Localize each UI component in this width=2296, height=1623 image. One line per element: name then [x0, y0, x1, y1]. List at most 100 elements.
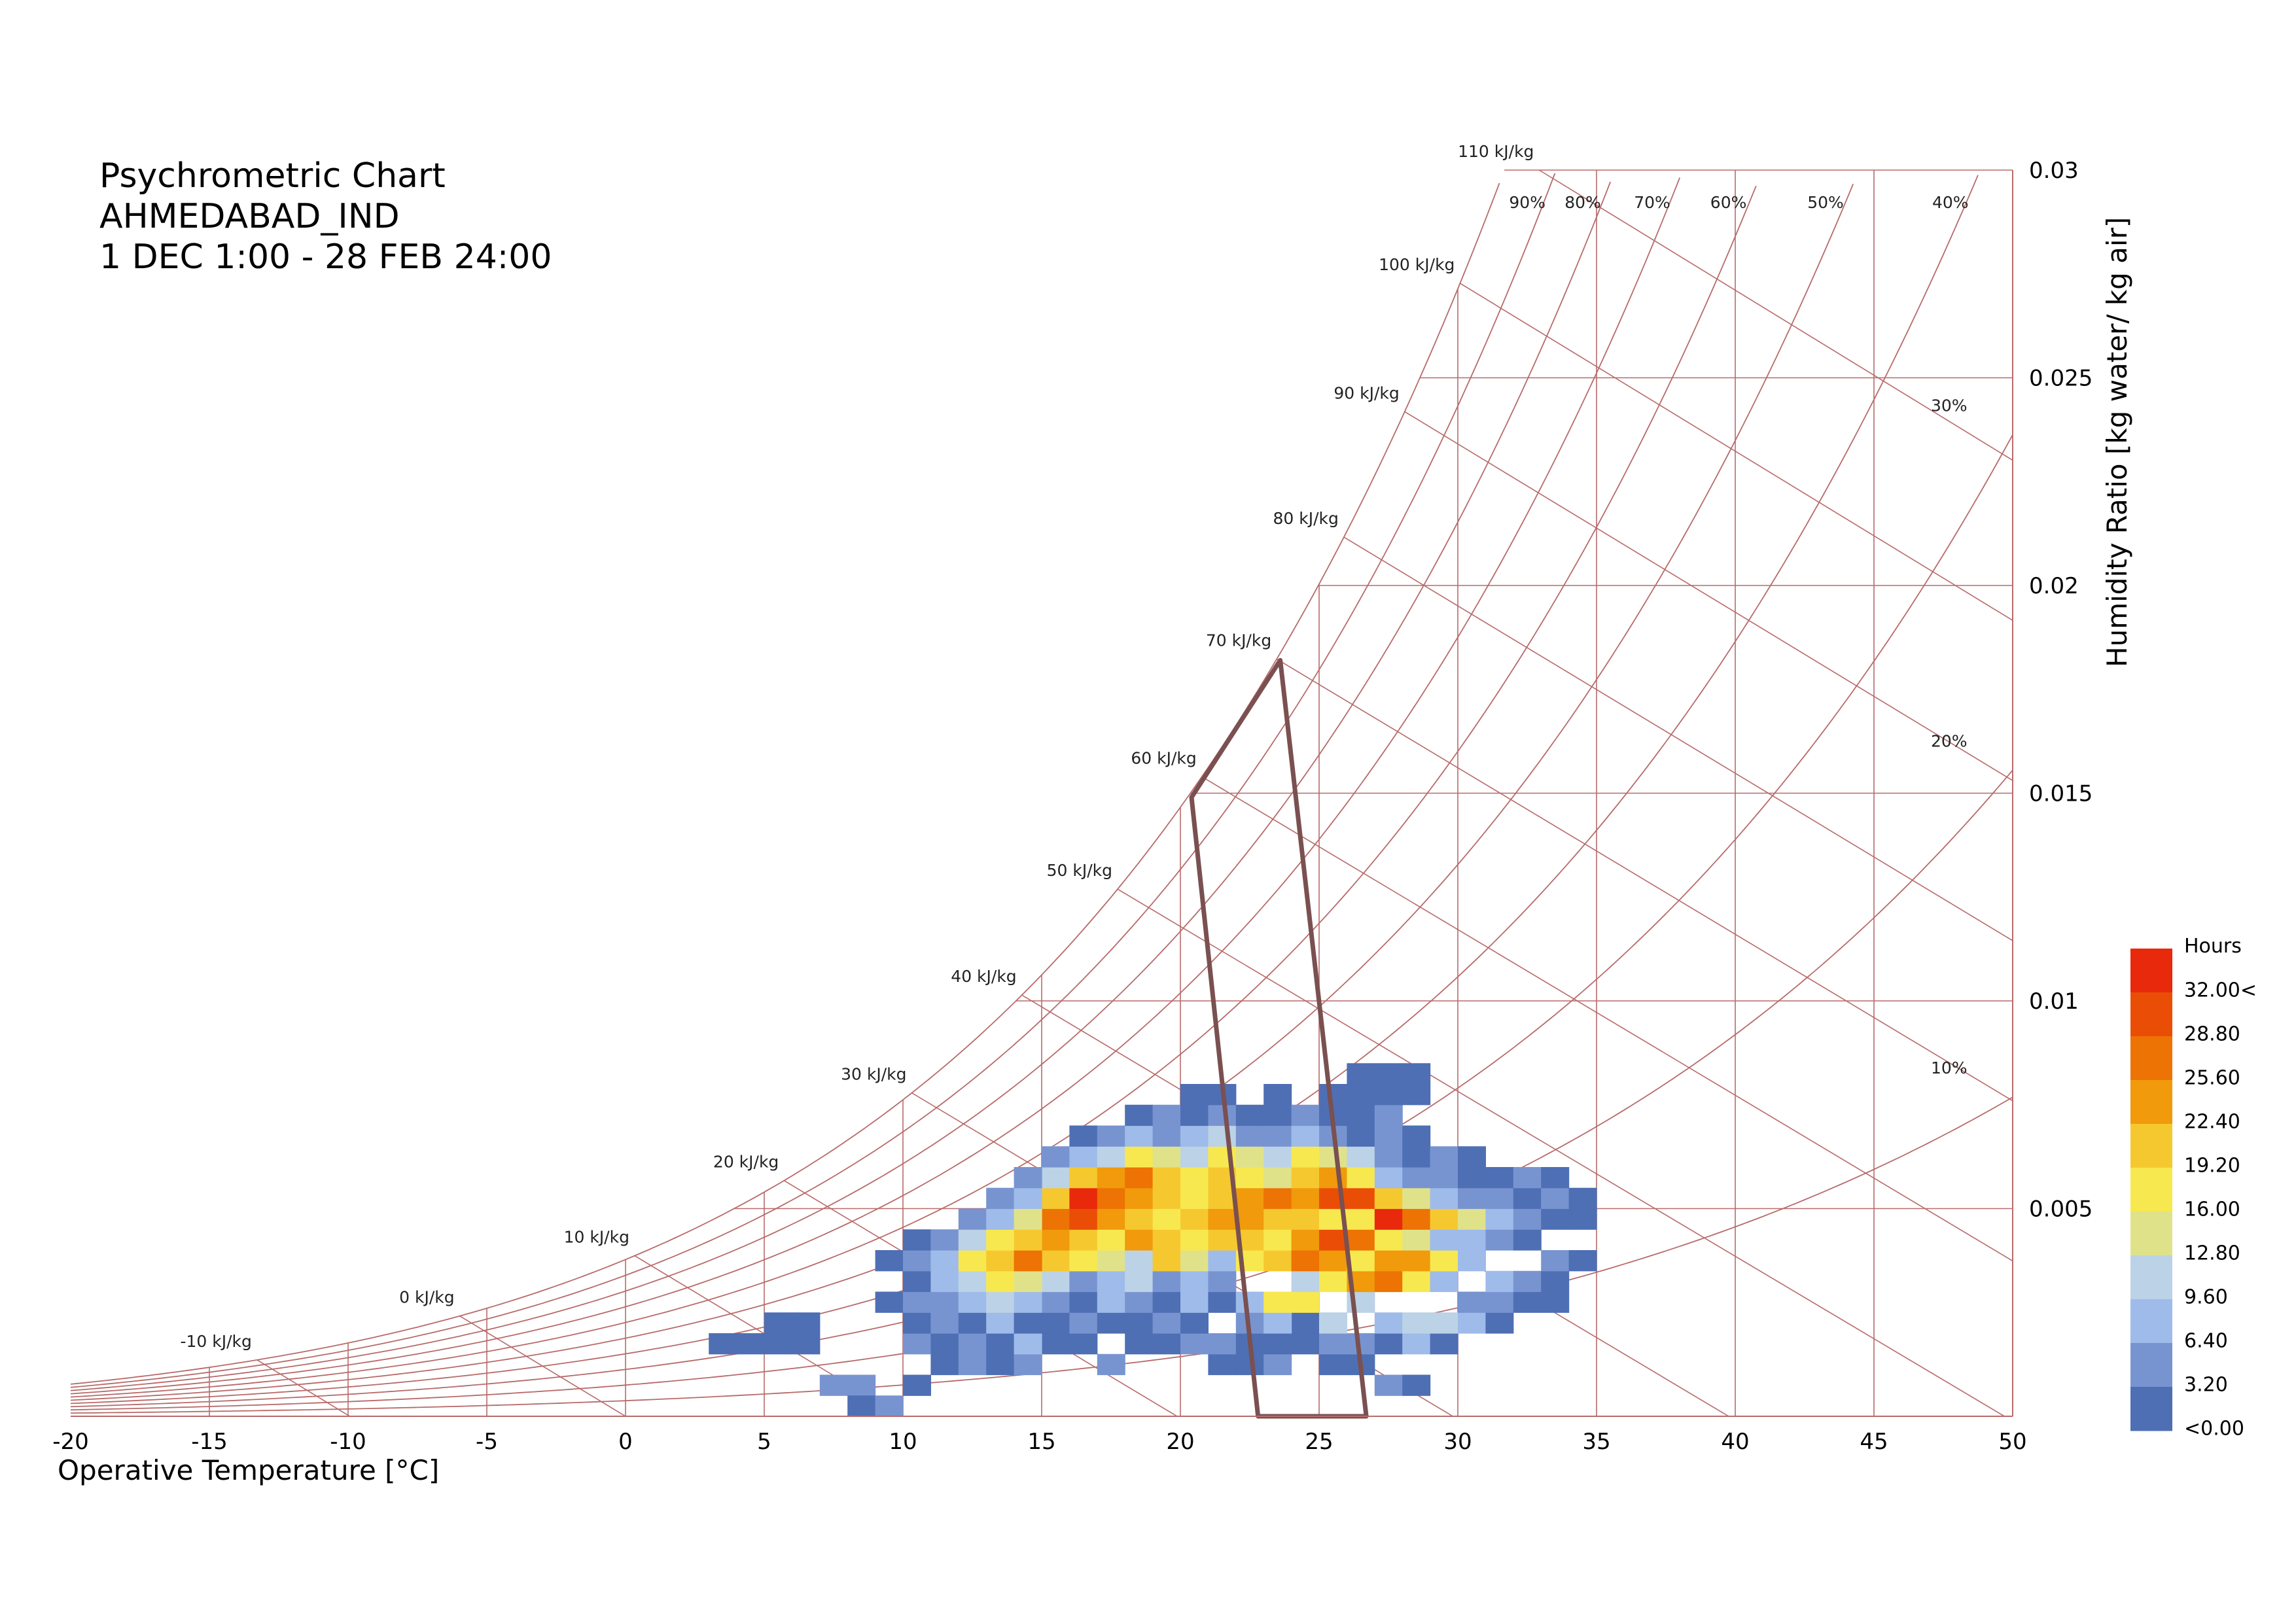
heatmap-cell — [1430, 1250, 1458, 1272]
heatmap-cell — [792, 1312, 821, 1334]
heatmap-cell — [1374, 1270, 1403, 1293]
heatmap-cell — [1235, 1167, 1264, 1189]
heatmap-cell — [986, 1291, 1015, 1313]
heatmap-cell — [1485, 1229, 1514, 1251]
heatmap-cell — [1485, 1208, 1514, 1230]
legend-label: 16.00 — [2184, 1198, 2240, 1221]
heatmap-cell — [1125, 1312, 1154, 1334]
rh-curve — [70, 185, 1757, 1398]
enthalpy-label: 100 kJ/kg — [1379, 255, 1455, 274]
heatmap-cell — [1291, 1333, 1320, 1355]
enthalpy-label: 60 kJ/kg — [1131, 748, 1196, 767]
rh-curve-label: 90% — [1509, 193, 1545, 212]
legend-swatch — [2130, 1080, 2172, 1125]
heatmap-cell — [1069, 1167, 1098, 1189]
heatmap-cell — [1069, 1270, 1098, 1293]
heatmap-cell — [1291, 1291, 1320, 1313]
heatmap-cell — [1430, 1146, 1458, 1168]
legend-label: 19.20 — [2184, 1155, 2240, 1178]
heatmap-cell — [1541, 1291, 1570, 1313]
heatmap-cell — [1152, 1250, 1181, 1272]
chart-title-line-1: Psychrometric Chart — [99, 156, 446, 196]
heatmap-cell — [903, 1291, 931, 1313]
heatmap-cell — [1180, 1291, 1209, 1313]
heatmap-cell — [1402, 1125, 1431, 1147]
heatmap-cell — [1513, 1167, 1542, 1189]
y-tick-label: 0.02 — [2029, 573, 2079, 599]
heatmap-cell — [1291, 1187, 1320, 1210]
heatmap-cell — [1402, 1146, 1431, 1168]
heatmap-cell — [1097, 1146, 1125, 1168]
legend-swatch — [2130, 992, 2172, 1037]
heatmap-cell — [958, 1333, 987, 1355]
heatmap-cell — [1291, 1270, 1320, 1293]
heatmap-cell — [1208, 1208, 1237, 1230]
heatmap-cell — [1319, 1333, 1347, 1355]
heatmap-cell — [1014, 1250, 1042, 1272]
legend-label: 12.80 — [2184, 1242, 2240, 1265]
heatmap-cell — [930, 1312, 959, 1334]
enthalpy-label: 90 kJ/kg — [1333, 383, 1399, 402]
heatmap-cell — [1347, 1146, 1375, 1168]
heatmap-cells — [709, 1063, 1597, 1417]
heatmap-cell — [764, 1333, 792, 1355]
heatmap-cell — [930, 1291, 959, 1313]
enthalpy-line — [1117, 888, 2005, 1417]
heatmap-cell — [1347, 1104, 1375, 1126]
y-tick-label: 0.01 — [2029, 988, 2079, 1015]
heatmap-cell — [1319, 1353, 1347, 1376]
enthalpy-label: 10 kJ/kg — [564, 1228, 629, 1247]
heatmap-cell — [958, 1208, 987, 1230]
enthalpy-label: 30 kJ/kg — [841, 1065, 906, 1084]
heatmap-cell — [1069, 1229, 1098, 1251]
heatmap-cell — [1097, 1229, 1125, 1251]
heatmap-cell — [1374, 1146, 1403, 1168]
heatmap-cell — [1152, 1333, 1181, 1355]
legend-swatch — [2130, 1299, 2172, 1344]
heatmap-cell — [930, 1270, 959, 1293]
x-tick-label: 45 — [1860, 1429, 1888, 1455]
enthalpy-line — [1276, 658, 2013, 1102]
heatmap-cell — [1125, 1333, 1154, 1355]
legend-swatch — [2130, 1387, 2172, 1431]
heatmap-cell — [1374, 1250, 1403, 1272]
heatmap-cell — [1180, 1104, 1209, 1126]
heatmap-cell — [1374, 1374, 1403, 1396]
heatmap-cell — [1042, 1270, 1070, 1293]
heatmap-cell — [1347, 1187, 1375, 1210]
heatmap-cell — [1319, 1084, 1347, 1106]
heatmap-cell — [1235, 1146, 1264, 1168]
heatmap-cell — [1430, 1167, 1458, 1189]
heatmap-cell — [1402, 1229, 1431, 1251]
heatmap-cell — [1568, 1208, 1597, 1230]
heatmap-cell — [1097, 1312, 1125, 1334]
heatmap-cell — [1319, 1229, 1347, 1251]
heatmap-cell — [1513, 1229, 1542, 1251]
heatmap-cell — [1180, 1146, 1209, 1168]
heatmap-cell — [1042, 1146, 1070, 1168]
heatmap-cell — [1125, 1125, 1154, 1147]
heatmap-cell — [1125, 1187, 1154, 1210]
heatmap-cell — [930, 1250, 959, 1272]
enthalpy-line — [1539, 169, 2013, 461]
heatmap-cell — [903, 1374, 931, 1396]
heatmap-cell — [1125, 1250, 1154, 1272]
legend-label: <0.00 — [2184, 1418, 2244, 1440]
x-tick-label: 15 — [1027, 1429, 1055, 1455]
x-tick-label: 20 — [1166, 1429, 1194, 1455]
heatmap-cell — [1485, 1167, 1514, 1189]
heatmap-cell — [1402, 1063, 1431, 1085]
y-axis-label: Humidity Ratio [kg water/ kg air] — [2101, 217, 2133, 667]
heatmap-cell — [1069, 1250, 1098, 1272]
heatmap-cell — [1458, 1208, 1486, 1230]
heatmap-cell — [1374, 1333, 1403, 1355]
heatmap-cell — [1402, 1312, 1431, 1334]
heatmap-cell — [1458, 1229, 1486, 1251]
heatmap-cell — [1347, 1208, 1375, 1230]
legend-label: 22.40 — [2184, 1111, 2240, 1134]
heatmap-cell — [1458, 1167, 1486, 1189]
heatmap-cell — [1180, 1333, 1209, 1355]
heatmap-cell — [986, 1208, 1015, 1230]
heatmap-cell — [1263, 1104, 1292, 1126]
heatmap-cell — [1208, 1104, 1237, 1126]
